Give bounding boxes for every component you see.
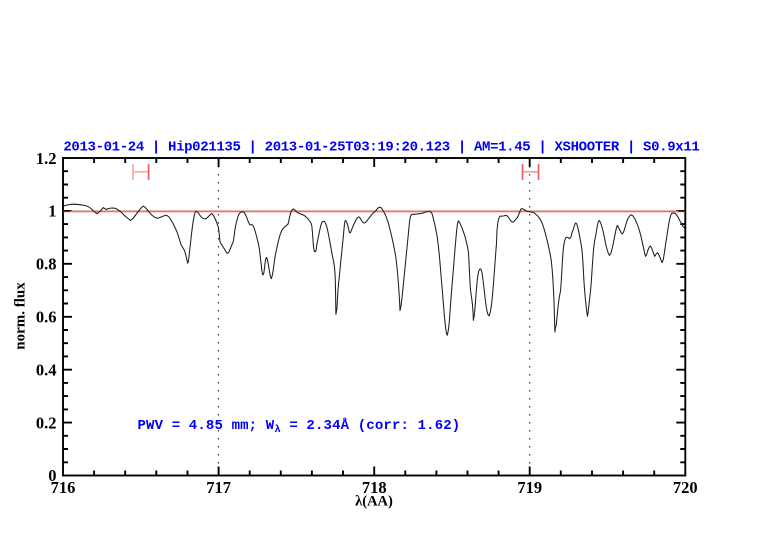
svg-text:λ(AA): λ(AA) bbox=[355, 494, 393, 510]
svg-text:1: 1 bbox=[48, 202, 56, 221]
svg-text:norm. flux: norm. flux bbox=[13, 282, 29, 350]
svg-text:719: 719 bbox=[517, 478, 542, 497]
svg-text:0.4: 0.4 bbox=[36, 360, 57, 379]
svg-text:717: 717 bbox=[206, 478, 231, 497]
svg-text:720: 720 bbox=[673, 478, 698, 497]
svg-text:0: 0 bbox=[48, 466, 56, 485]
svg-text:0.2: 0.2 bbox=[36, 413, 57, 432]
svg-text:716: 716 bbox=[51, 478, 76, 497]
svg-text:PWV = 4.85 mm; Wλ = 2.34Å (cor: PWV = 4.85 mm; Wλ = 2.34Å (corr: 1.62) bbox=[138, 417, 461, 436]
svg-text:2013-01-24 | Hip021135 | 2013-: 2013-01-24 | Hip021135 | 2013-01-25T03:1… bbox=[63, 140, 699, 156]
svg-text:0.8: 0.8 bbox=[36, 255, 57, 274]
svg-text:1.2: 1.2 bbox=[36, 149, 57, 168]
svg-text:0.6: 0.6 bbox=[36, 308, 57, 327]
svg-text:718: 718 bbox=[362, 478, 387, 497]
